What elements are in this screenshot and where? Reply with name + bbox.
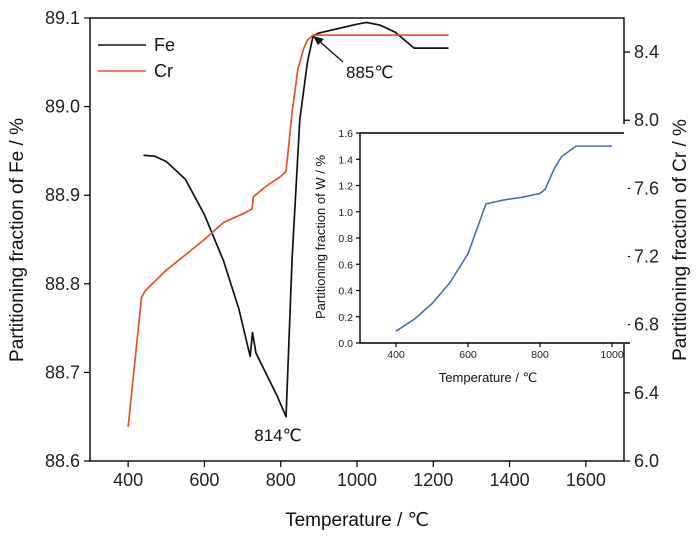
inset-y-tick-label: 0.8 xyxy=(338,233,353,245)
y-left-tick-label: 89.0 xyxy=(45,97,80,117)
inset-y-tick-label: 1.6 xyxy=(338,128,353,140)
y-left-tick-label: 88.8 xyxy=(45,274,80,294)
inset-x-axis-title: Temperature / ℃ xyxy=(439,370,537,385)
annotation-814: 814℃ xyxy=(254,426,301,445)
y-right-tick-label: 7.6 xyxy=(634,178,659,198)
y-axis-right-title: Partitioning fraction of Cr / % xyxy=(670,119,691,361)
inset-y-tick-label: 1.4 xyxy=(338,154,353,166)
series-line-cr xyxy=(127,34,449,428)
series-line-w xyxy=(395,145,612,332)
y-right-tick-label: 8.0 xyxy=(634,110,659,130)
y-axis-left-title: Partitioning fraction of Fe / % xyxy=(7,118,28,362)
annotation-885: 885℃ xyxy=(346,63,393,82)
y-right-tick-label: 6.8 xyxy=(634,315,659,335)
legend-label-fe: Fe xyxy=(154,35,175,55)
legend: Fe Cr xyxy=(98,35,175,81)
inset-y-axis-title: Partitioning fraction of W / % xyxy=(313,155,328,319)
inset-y-tick-label: 0.2 xyxy=(338,312,353,324)
inset-x-tick-label: 400 xyxy=(387,349,405,361)
x-tick-label: 400 xyxy=(113,470,143,490)
inset-y-tick-label: 1.0 xyxy=(338,207,353,219)
inset-y-tick-label: 0.4 xyxy=(338,286,353,298)
y-left-tick-label: 89.1 xyxy=(45,8,80,28)
series-line-fe xyxy=(143,21,449,418)
inset-y-tick-label: 0.6 xyxy=(338,259,353,271)
x-tick-label: 1000 xyxy=(337,470,377,490)
main-series-lines xyxy=(127,21,449,428)
inset-x-tick-label: 600 xyxy=(459,349,477,361)
inset-background xyxy=(328,124,628,344)
inset-x-tick-label: 1000 xyxy=(600,349,624,361)
inset-y-tick-label: 1.2 xyxy=(338,181,353,193)
y-left-tick-label: 88.7 xyxy=(45,362,80,382)
x-tick-label: 600 xyxy=(189,470,219,490)
y-right-tick-label: 6.0 xyxy=(634,451,659,471)
inset-plot: 400 600 800 1000 0.0 0.2 0.4 0.6 0.8 1.0 1.2 1.4 1.6 xyxy=(338,128,630,361)
x-axis-title: Temperature / ℃ xyxy=(285,510,429,531)
y-right-tick-label: 6.4 xyxy=(634,383,659,403)
x-tick-label: 1600 xyxy=(566,470,606,490)
y-right-tick-label: 8.4 xyxy=(634,42,659,62)
x-tick-label: 1200 xyxy=(413,470,453,490)
inset-y-tick-label: 0.0 xyxy=(338,338,353,350)
inset-x-tick-label: 800 xyxy=(531,349,549,361)
annotation-arrow-885 xyxy=(313,36,344,63)
y-left-tick-label: 88.9 xyxy=(45,185,80,205)
x-tick-label: 1400 xyxy=(490,470,530,490)
y-left-tick-label: 88.6 xyxy=(45,451,80,471)
legend-label-cr: Cr xyxy=(154,61,173,81)
x-tick-label: 800 xyxy=(266,470,296,490)
y-right-tick-label: 7.2 xyxy=(634,247,659,267)
main-axis-ticks: 400 600 800 1000 1200 1400 1600 88.6 88.7 88.8 88.… xyxy=(45,8,659,490)
